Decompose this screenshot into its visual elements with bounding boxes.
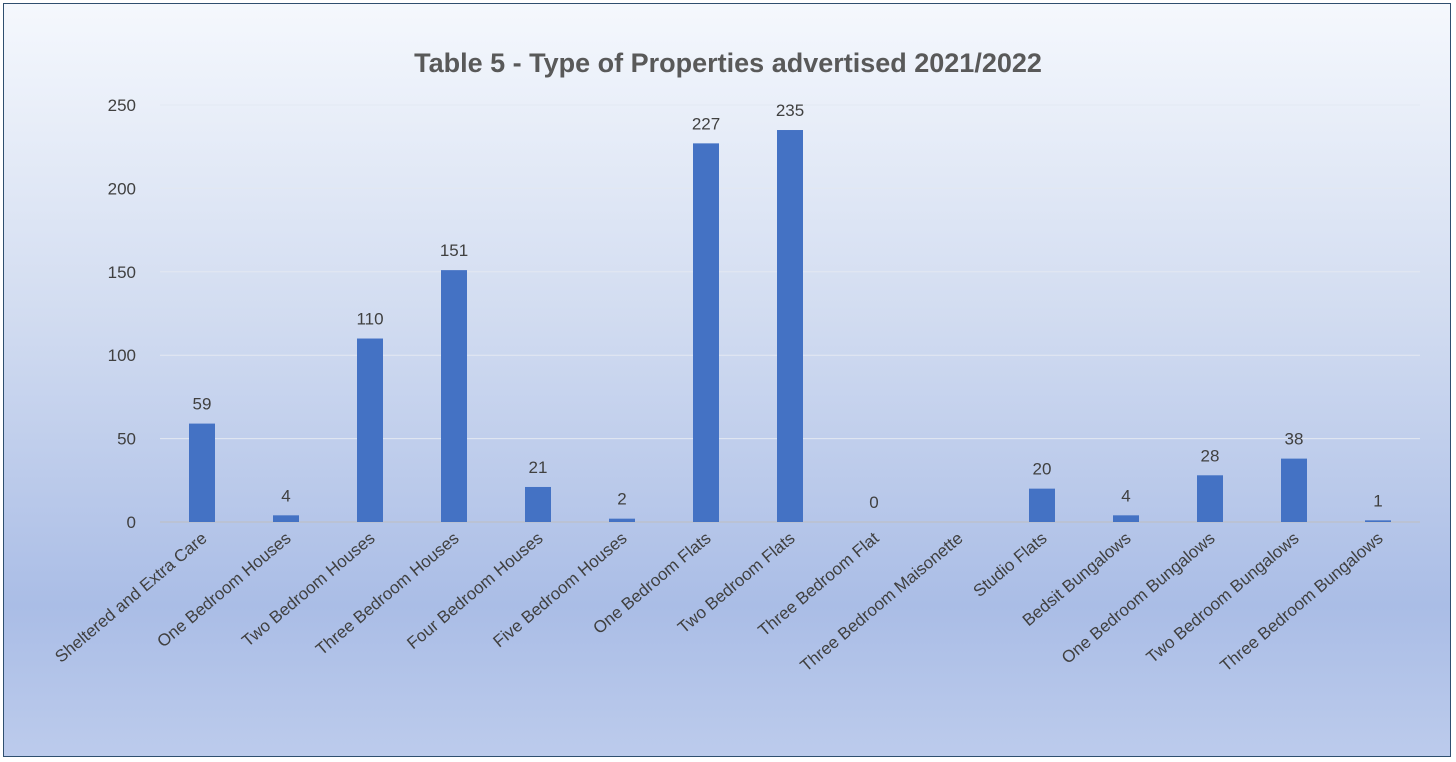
y-axis: 0 50 100 150 200 250 (108, 96, 136, 532)
data-label: 151 (440, 241, 468, 260)
bar (357, 338, 383, 522)
bar (525, 486, 551, 522)
y-tick-label: 200 (108, 179, 136, 198)
data-label: 20 (1033, 460, 1052, 479)
data-label: 38 (1285, 430, 1304, 449)
data-label: 2 (617, 490, 626, 509)
x-tick-label: Three Bedroom Maisonette (797, 529, 967, 676)
y-tick-label: 0 (127, 513, 136, 532)
x-tick-label: Three Bedroom Bungalows (1217, 529, 1387, 676)
bar (1281, 458, 1307, 522)
y-tick-label: 250 (108, 96, 136, 115)
bar (1365, 520, 1391, 522)
chart-area (3, 3, 1451, 757)
y-tick-label: 50 (117, 430, 136, 449)
bar (441, 270, 467, 522)
x-tick-label: One Bedroom Bungalows (1058, 529, 1219, 668)
bar (777, 130, 803, 522)
bar (189, 423, 215, 522)
data-label: 110 (356, 310, 383, 329)
data-label: 235 (776, 101, 804, 120)
data-label: 21 (529, 458, 548, 477)
data-labels: 59 4 110 151 21 2 227 235 0 20 4 28 38 1 (193, 101, 1383, 512)
data-label: 28 (1201, 446, 1220, 465)
data-label: 4 (281, 486, 290, 505)
data-label: 1 (1373, 491, 1382, 510)
bar (1029, 488, 1055, 522)
bar (1113, 515, 1139, 522)
data-label: 59 (193, 395, 212, 414)
x-tick-label: One Bedroom Houses (154, 529, 295, 652)
x-tick-label: Three Bedroom Houses (312, 529, 462, 660)
y-tick-label: 100 (108, 346, 136, 365)
data-label: 0 (869, 493, 878, 512)
x-tick-label: Two Bedroom Bungalows (1143, 529, 1303, 667)
x-tick-label: Four Bedroom Houses (403, 529, 546, 653)
bar (693, 143, 719, 522)
bar (273, 515, 299, 522)
data-label: 4 (1121, 486, 1130, 505)
bar (1197, 475, 1223, 522)
chart-title: Table 5 - Type of Properties advertised … (414, 48, 1042, 78)
x-tick-label: Studio Flats (970, 529, 1051, 601)
data-label: 227 (692, 114, 720, 133)
x-tick-label: Sheltered and Extra Care (51, 529, 210, 667)
x-tick-label: Five Bedroom Houses (490, 529, 631, 652)
y-tick-label: 150 (108, 263, 136, 282)
bar (609, 518, 635, 522)
bars (189, 130, 1391, 522)
